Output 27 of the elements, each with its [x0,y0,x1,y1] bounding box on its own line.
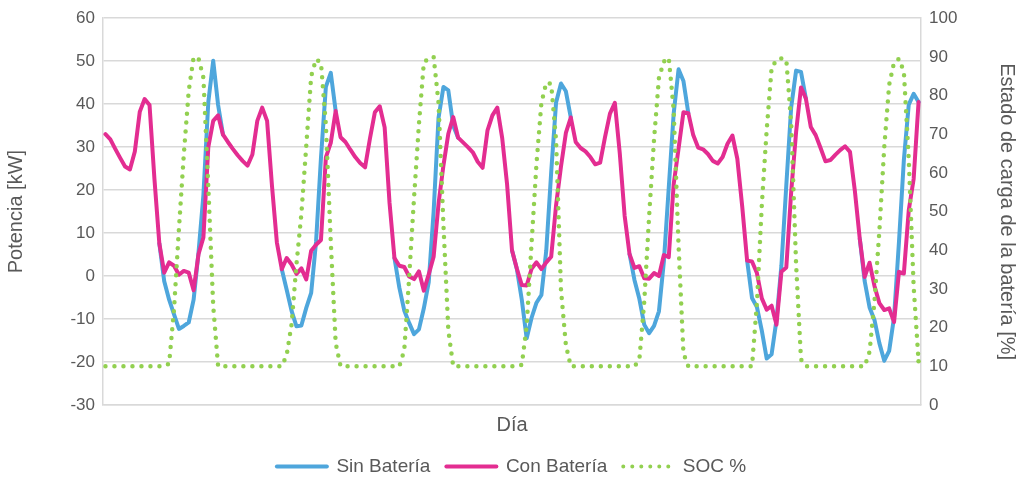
y2-tick-label: 40 [929,239,948,259]
y2-tick-label: 10 [929,356,948,376]
y2-tick-label: 100 [929,7,958,27]
legend-label: SOC % [682,454,747,476]
y2-tick-label: 60 [929,162,948,182]
y2-tick-label: 70 [929,123,948,143]
x-axis-title: Día [496,412,529,435]
legend-label: Con Batería [505,454,608,476]
y-tick-label: 10 [76,222,95,242]
y-tick-label: -10 [70,308,95,328]
y-tick-label: -30 [70,394,95,414]
y2-tick-label: 50 [929,201,948,221]
y-tick-label: 60 [76,7,95,27]
y2-tick-label: 80 [929,85,948,105]
y2-tick-label: 30 [929,278,948,298]
y-tick-label: 50 [76,50,95,70]
legend-label: Sin Batería [336,454,431,476]
y2-tick-label: 0 [929,394,939,414]
y-axis-title: Potencia [kW] [3,149,26,274]
y-tick-label: 40 [76,93,95,113]
y2-tick-label: 20 [929,317,948,337]
y-tick-label: -20 [70,351,95,371]
y2-tick-label: 90 [929,46,948,66]
y2-axis-title: Estado de carga de la batería [%] [997,63,1020,361]
y-tick-label: 20 [76,179,95,199]
y-tick-label: 0 [85,265,95,285]
y-tick-label: 30 [76,136,95,156]
